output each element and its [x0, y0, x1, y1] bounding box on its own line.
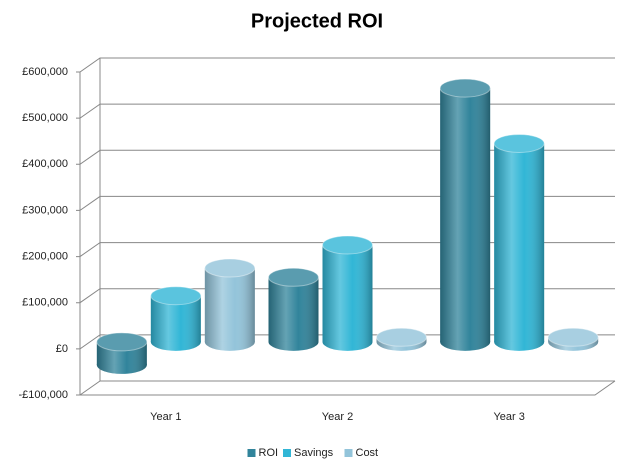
bar [493, 133, 545, 351]
bar-body-shade [440, 88, 491, 342]
bar-top-shade [440, 79, 491, 98]
y-tick-label: £600,000 [22, 66, 68, 78]
bar-top [439, 78, 491, 98]
bar-top [322, 235, 373, 255]
bar-top-shade [96, 332, 147, 351]
y-tick-label: £100,000 [22, 297, 68, 309]
bar [268, 267, 319, 351]
bar-top-shade [322, 235, 373, 254]
legend-swatch [247, 449, 256, 457]
bar [322, 235, 373, 351]
bar-top-shade [376, 328, 427, 347]
grid-line [76, 57, 615, 73]
bar [204, 258, 256, 351]
bar-body-shade [204, 268, 255, 342]
x-tick-label: Year 3 [493, 411, 524, 423]
bar-top-shade [150, 286, 201, 305]
y-tick-label: £0 [56, 343, 68, 355]
bar [150, 286, 202, 351]
bar-body-shade [494, 143, 545, 342]
bar-top [547, 327, 599, 347]
grid-line [76, 195, 615, 211]
bar-top [204, 258, 256, 278]
floor-edge [80, 380, 616, 396]
bar [547, 327, 599, 351]
bar-top [268, 267, 319, 287]
grid-line [76, 103, 615, 119]
legend-label: Cost [356, 447, 379, 459]
bar [439, 78, 491, 351]
chart-title: Projected ROI [251, 10, 383, 32]
bar-top-shade [548, 328, 599, 347]
legend-swatch [283, 449, 291, 457]
bar-top [96, 332, 148, 352]
y-tick-label: £500,000 [22, 112, 68, 124]
y-tick-label: £300,000 [22, 204, 68, 216]
legend-label: ROI [259, 447, 279, 459]
grid-line [76, 380, 615, 396]
y-tick-label: £200,000 [22, 250, 68, 262]
bar-top-shade [268, 268, 319, 287]
y-tick-label: -£100,000 [18, 389, 68, 401]
bar-top [150, 286, 202, 306]
bar-body-shade [268, 277, 319, 342]
bar [96, 332, 148, 374]
legend-swatch [344, 449, 353, 457]
bar-top-shade [204, 259, 255, 278]
y-tick-label: £400,000 [22, 158, 68, 170]
bar-top [376, 327, 427, 347]
bar-top-shade [494, 134, 545, 153]
x-tick-label: Year 1 [150, 411, 181, 423]
grid-line [76, 149, 615, 165]
bar-top [493, 133, 545, 153]
bar [376, 327, 427, 351]
x-tick-label: Year 2 [322, 411, 353, 423]
bar-body-shade [322, 244, 373, 342]
legend-label: Savings [294, 447, 334, 459]
